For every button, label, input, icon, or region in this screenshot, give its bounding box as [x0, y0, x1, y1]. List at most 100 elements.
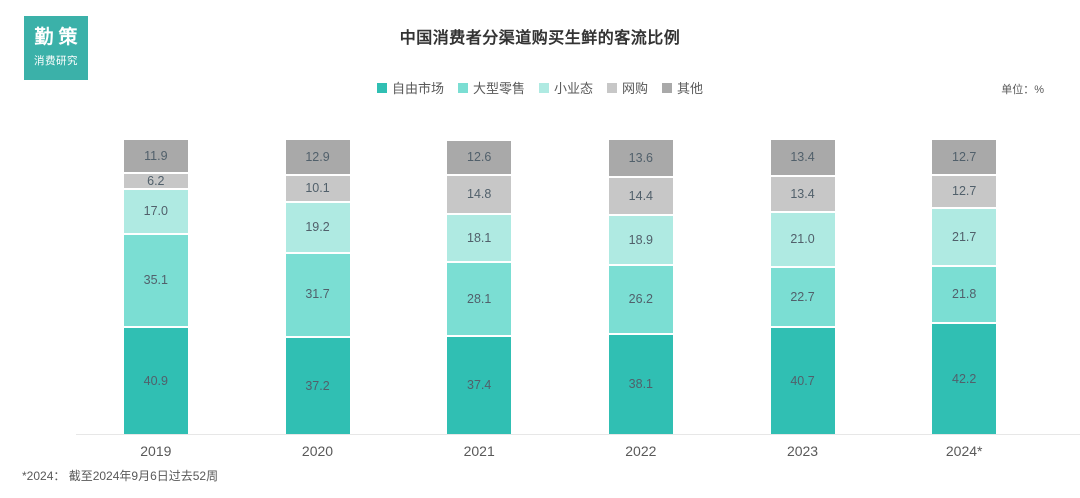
- bar-segment: 40.7: [770, 326, 835, 434]
- x-axis-label: 2021: [463, 443, 495, 459]
- legend-item: 小业态: [538, 78, 593, 97]
- bar-value-label: 17.0: [143, 204, 168, 219]
- bar-column: 37.4 28.1 18.1 14.8 12.6: [398, 140, 560, 434]
- bar-value-label: 12.7: [952, 184, 977, 199]
- bar-column: 40.7 22.7 21.0 13.4 13.4: [722, 140, 884, 434]
- bar-segment: 6.2: [123, 171, 188, 189]
- bar-value-label: 40.9: [143, 373, 168, 388]
- legend-label: 其他: [677, 81, 704, 96]
- bar-segment: 13.4: [770, 175, 835, 211]
- logo-text-secondary: 消费研究: [34, 55, 78, 68]
- bar-value-label: 13.4: [790, 186, 815, 201]
- bar-value-label: 22.7: [790, 290, 815, 305]
- bar-segment: 21.0: [770, 210, 835, 267]
- bar-value-label: 40.7: [790, 373, 815, 388]
- x-axis-labels: 2019 2020 2021 2022 2023 2024*: [75, 443, 1045, 459]
- bar-segment: 12.7: [932, 140, 997, 174]
- bar-column: 42.2 21.8 21.7 12.7 12.7: [883, 140, 1045, 434]
- stacked-bar: 40.9 35.1 17.0 6.2 11.9: [123, 140, 188, 434]
- stacked-bar: 40.7 22.7 21.0 13.4 13.4: [770, 140, 835, 434]
- bar-value-label: 35.1: [143, 273, 168, 288]
- bar-segment: 21.8: [932, 264, 997, 323]
- bar-segment: 18.9: [608, 213, 673, 264]
- bar-value-label: 13.4: [790, 150, 815, 165]
- legend-item: 自由市场: [376, 78, 444, 97]
- bar-segment: 35.1: [123, 233, 188, 326]
- bar-value-label: 21.0: [790, 232, 815, 247]
- bar-segment: 12.7: [932, 173, 997, 208]
- bar-column: 40.9 35.1 17.0 6.2 11.9: [75, 140, 237, 434]
- footnote: *2024： 截至2024年9月6日过去52周: [22, 469, 219, 483]
- bar-segment: 42.2: [932, 322, 997, 434]
- bar-segment: 12.9: [285, 140, 350, 175]
- legend-swatch: [607, 82, 617, 93]
- legend-label: 自由市场: [391, 81, 444, 96]
- bar-segment: 22.7: [770, 266, 835, 327]
- legend-item: 其他: [662, 78, 703, 97]
- plot-area: 40.9 35.1 17.0 6.2 11.9 37.2 31.7 19.2 10.1 12.9 3…: [75, 139, 1045, 434]
- bar-segment: 28.1: [447, 260, 512, 336]
- bar-value-label: 6.2: [147, 173, 165, 188]
- bar-value-label: 12.9: [305, 150, 330, 165]
- brand-logo: 勤策 消费研究: [24, 16, 88, 80]
- bar-segment: 12.6: [447, 140, 512, 174]
- bar-segment: 13.6: [608, 139, 673, 176]
- legend-swatch: [457, 82, 468, 93]
- legend-swatch: [662, 82, 673, 93]
- bar-value-label: 42.2: [952, 371, 977, 386]
- bar-value-label: 37.4: [467, 378, 492, 393]
- bar-value-label: 13.6: [628, 150, 654, 165]
- legend-label: 大型零售: [472, 81, 525, 96]
- stacked-bar: 37.2 31.7 19.2 10.1 12.9: [285, 140, 350, 434]
- bar-segment: 13.4: [770, 140, 835, 176]
- stacked-bar: 38.1 26.2 18.9 14.4 13.6: [608, 139, 673, 434]
- stacked-bar: 42.2 21.8 21.7 12.7 12.7: [932, 140, 997, 434]
- bar-segment: 31.7: [285, 251, 350, 336]
- bar-segment: 14.8: [447, 173, 512, 213]
- bar-value-label: 11.9: [144, 148, 168, 163]
- logo-text-primary: 勤策: [34, 26, 83, 48]
- bar-segment: 38.1: [608, 333, 673, 434]
- bar-value-label: 18.9: [628, 232, 654, 247]
- bar-column: 37.2 31.7 19.2 10.1 12.9: [237, 140, 399, 434]
- unit-label: 单位：%: [1001, 84, 1044, 96]
- bar-value-label: 26.2: [628, 292, 654, 307]
- legend-item: 网购: [607, 78, 648, 97]
- bar-value-label: 38.1: [628, 377, 654, 392]
- bar-segment: 21.7: [932, 207, 997, 265]
- bar-segment: 37.2: [285, 335, 350, 434]
- bar-column: 38.1 26.2 18.9 14.4 13.6: [560, 139, 722, 434]
- bar-segment: 18.1: [447, 212, 512, 261]
- x-axis-label: 2019: [140, 443, 172, 459]
- bar-value-label: 37.2: [305, 378, 330, 393]
- bar-segment: 10.1: [285, 174, 350, 202]
- bar-value-label: 10.1: [305, 181, 330, 196]
- bar-segment: 11.9: [123, 140, 188, 172]
- legend: 自由市场 大型零售 小业态 网购 其他: [0, 78, 1080, 97]
- legend-swatch: [376, 82, 387, 93]
- bar-segment: 19.2: [285, 201, 350, 252]
- bar-value-label: 14.4: [628, 188, 654, 203]
- stacked-bar: 37.4 28.1 18.1 14.8 12.6: [447, 140, 512, 434]
- legend-swatch: [538, 82, 549, 93]
- bar-segment: 26.2: [608, 263, 673, 334]
- bar-value-label: 21.8: [952, 287, 977, 302]
- x-axis-label: 2022: [625, 443, 657, 459]
- bar-segment: 37.4: [447, 335, 512, 434]
- bar-segment: 14.4: [608, 175, 673, 214]
- bar-value-label: 31.7: [305, 287, 330, 302]
- x-axis-line: [76, 434, 1080, 435]
- bar-value-label: 28.1: [467, 291, 492, 306]
- bar-value-label: 18.1: [467, 230, 492, 245]
- bar-value-label: 19.2: [305, 220, 330, 235]
- bar-value-label: 12.7: [952, 149, 977, 164]
- bar-value-label: 12.6: [467, 149, 492, 164]
- bar-value-label: 14.8: [467, 187, 492, 202]
- chart-title: 中国消费者分渠道购买生鲜的客流比例: [399, 30, 681, 47]
- x-axis-label: 2023: [786, 443, 819, 459]
- x-axis-label: 2020: [301, 443, 334, 459]
- legend-label: 网购: [622, 81, 649, 96]
- bar-segment: 40.9: [123, 325, 188, 434]
- bar-segment: 17.0: [123, 188, 188, 234]
